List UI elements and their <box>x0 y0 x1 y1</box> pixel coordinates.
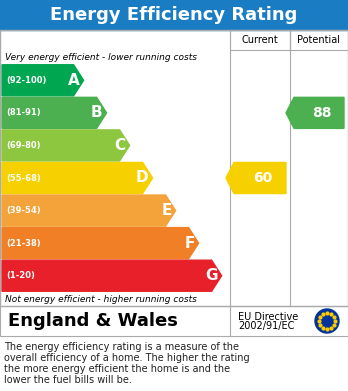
Polygon shape <box>2 130 129 161</box>
Text: The energy efficiency rating is a measure of the: The energy efficiency rating is a measur… <box>4 342 239 352</box>
Polygon shape <box>2 260 222 291</box>
Text: 88: 88 <box>312 106 332 120</box>
Bar <box>0 306 348 336</box>
Bar <box>0 30 348 306</box>
Text: lower the fuel bills will be.: lower the fuel bills will be. <box>4 375 132 385</box>
Text: Potential: Potential <box>298 35 340 45</box>
Text: Very energy efficient - lower running costs: Very energy efficient - lower running co… <box>5 52 197 61</box>
Text: Current: Current <box>242 35 278 45</box>
Text: G: G <box>205 268 218 283</box>
Text: (1-20): (1-20) <box>6 271 35 280</box>
Text: (21-38): (21-38) <box>6 239 41 248</box>
Polygon shape <box>2 97 106 128</box>
Text: 60: 60 <box>253 171 272 185</box>
Text: Energy Efficiency Rating: Energy Efficiency Rating <box>50 6 298 24</box>
Text: EU Directive: EU Directive <box>238 312 298 322</box>
Text: (81-91): (81-91) <box>6 108 41 117</box>
Circle shape <box>315 309 339 333</box>
Text: overall efficiency of a home. The higher the rating: overall efficiency of a home. The higher… <box>4 353 250 363</box>
Text: (55-68): (55-68) <box>6 174 41 183</box>
Bar <box>230 30 290 50</box>
Polygon shape <box>226 163 286 194</box>
Polygon shape <box>286 97 344 128</box>
Text: (92-100): (92-100) <box>6 76 46 85</box>
Bar <box>0 0 348 30</box>
Text: E: E <box>161 203 172 218</box>
Text: F: F <box>184 236 195 251</box>
Text: B: B <box>91 105 103 120</box>
Text: 2002/91/EC: 2002/91/EC <box>238 321 294 331</box>
Text: Not energy efficient - higher running costs: Not energy efficient - higher running co… <box>5 294 197 303</box>
Polygon shape <box>2 163 153 194</box>
Text: A: A <box>68 73 80 88</box>
Polygon shape <box>2 228 199 259</box>
Text: the more energy efficient the home is and the: the more energy efficient the home is an… <box>4 364 230 374</box>
Text: C: C <box>114 138 126 153</box>
Bar <box>290 30 348 50</box>
Text: (39-54): (39-54) <box>6 206 41 215</box>
Polygon shape <box>2 195 176 226</box>
Polygon shape <box>2 65 84 96</box>
Text: England & Wales: England & Wales <box>8 312 178 330</box>
Text: D: D <box>136 170 149 185</box>
Text: (69-80): (69-80) <box>6 141 40 150</box>
